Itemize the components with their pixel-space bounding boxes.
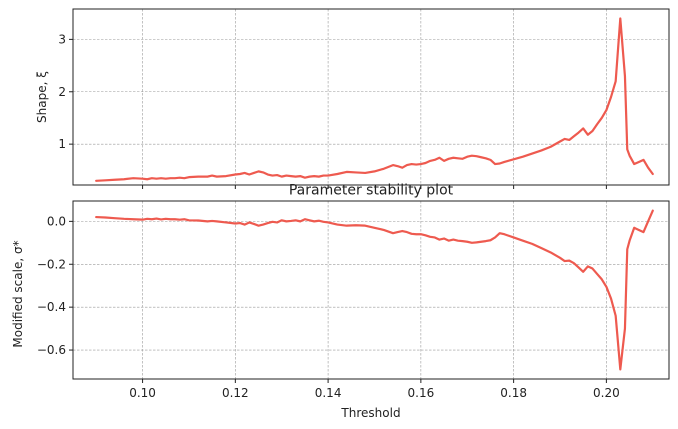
- top-series-line: [95, 17, 654, 182]
- top-y-tick-label: 1: [58, 137, 66, 151]
- bottom-x-tick-label: 0.12: [222, 386, 249, 400]
- bottom-axes-frame: [72, 200, 670, 380]
- top-axes-frame: [72, 8, 670, 186]
- top-y-tick-label: 3: [58, 32, 66, 46]
- bottom-y-tick-label: −0.6: [37, 343, 66, 357]
- chart-title: Parameter stability plot: [289, 183, 454, 199]
- bottom-x-tick-label: 0.10: [129, 386, 156, 400]
- top-panel: 1 2 3: [58, 8, 670, 189]
- bottom-y-tick-label: 0.0: [47, 214, 66, 228]
- bottom-x-tick-label: 0.16: [408, 386, 435, 400]
- bottom-y-tick-label: −0.2: [37, 257, 66, 271]
- top-y-axis-label: Shape, ξ: [35, 71, 49, 123]
- bottom-x-tick-label: 0.20: [593, 386, 620, 400]
- bottom-series-line: [95, 209, 654, 371]
- bottom-y-tick-label: −0.4: [37, 300, 66, 314]
- x-axis-label: Threshold: [340, 406, 400, 420]
- top-y-tick-label: 2: [58, 85, 66, 99]
- bottom-panel: 0.10 0.12 0.14 0.16 0.18 0.20 0.0 −0.2 −0.4 −0.6: [37, 200, 670, 400]
- bottom-x-tick-label: 0.14: [315, 386, 342, 400]
- bottom-x-tick-label: 0.18: [500, 386, 527, 400]
- bottom-y-axis-label: Modified scale, σ*: [11, 240, 25, 347]
